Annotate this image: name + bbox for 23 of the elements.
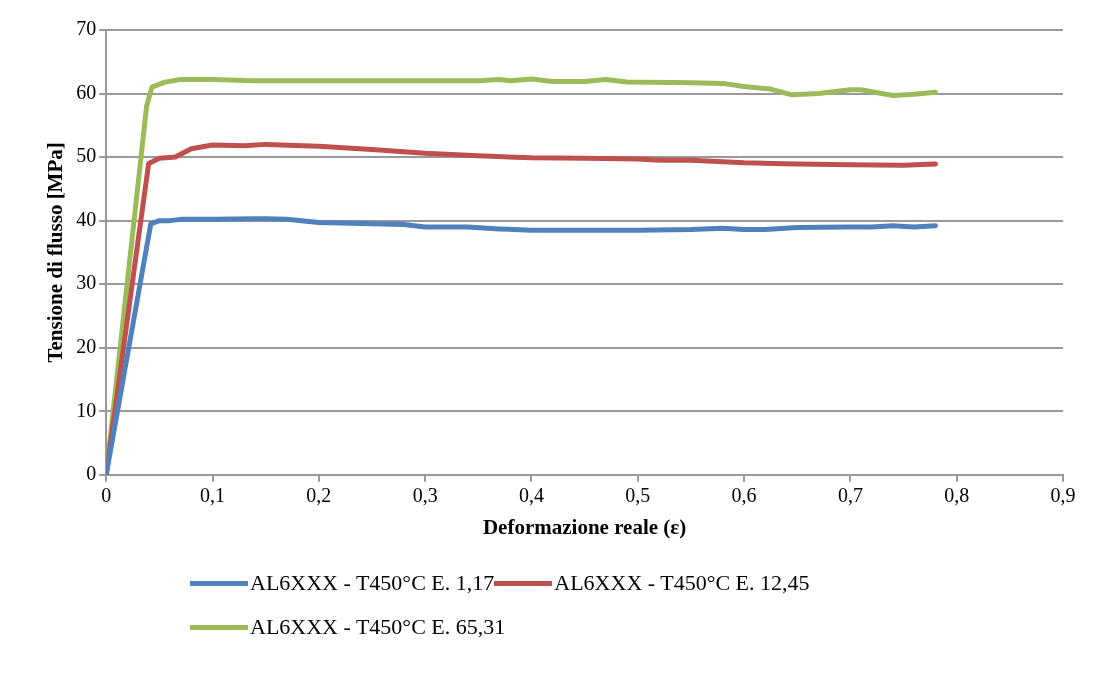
x-tick-label: 0,7	[837, 484, 863, 507]
y-tick-label: 0	[86, 462, 97, 485]
x-tick-label: 0,9	[1050, 484, 1076, 507]
legend-label: AL6XXX - T450°C E. 1,17	[250, 570, 495, 596]
x-tick-label: 0,8	[944, 484, 970, 507]
x-tick-label: 0	[101, 484, 112, 507]
y-tick-label: 50	[76, 144, 97, 167]
x-tick-label: 0,2	[306, 484, 332, 507]
x-axis-title: Deformazione reale (ε)	[482, 514, 687, 539]
y-tick-label: 40	[76, 207, 97, 230]
y-tick-label: 10	[76, 398, 97, 421]
x-tick-label: 0,6	[731, 484, 757, 507]
y-axis-title: Tensione di flusso [MPa]	[43, 142, 68, 363]
x-tick-label: 0,3	[412, 484, 438, 507]
legend-label: AL6XXX - T450°C E. 12,45	[554, 570, 810, 596]
legend-label: AL6XXX - T450°C E. 65,31	[250, 614, 506, 640]
x-tick-label: 0,1	[200, 484, 226, 507]
x-tick-label: 0,5	[625, 484, 651, 507]
y-tick-label: 70	[76, 17, 97, 40]
y-tick-label: 60	[76, 80, 97, 103]
x-tick-label: 0,4	[518, 484, 544, 507]
y-tick-label: 30	[76, 271, 97, 294]
y-tick-label: 20	[76, 334, 97, 357]
